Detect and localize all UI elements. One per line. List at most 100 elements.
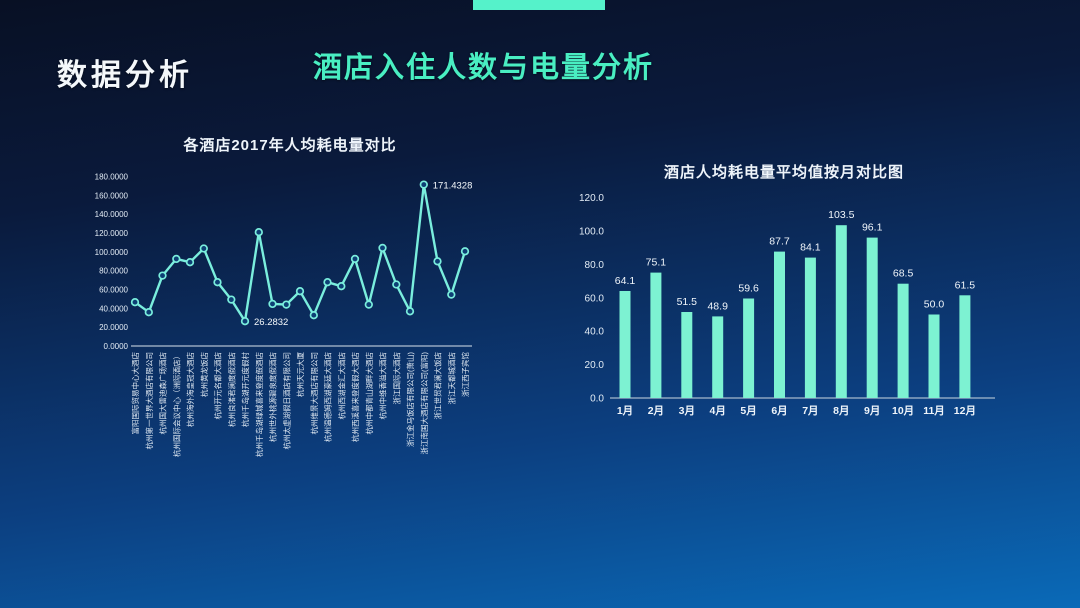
line-series <box>133 183 467 323</box>
bar-chart-title: 酒店人均耗电量平均值按月对比图 <box>663 164 904 181</box>
data-point-marker <box>144 308 153 317</box>
data-point-marker <box>158 271 167 280</box>
x-category-label: 4月 <box>710 405 726 417</box>
x-category-label: 杭州黄龙饭店 <box>199 352 209 397</box>
bar-value-label: 75.1 <box>646 257 667 269</box>
x-category-label: 富阳国际贸易中心大酒店 <box>130 352 140 435</box>
x-category-label: 杭州西溪喜来登度假大酒店 <box>350 352 360 442</box>
line-chart-title: 各酒店2017年人均耗电量对比 <box>183 137 397 154</box>
bar-value-label: 50.0 <box>924 299 945 311</box>
y-tick-label: 100.0 <box>579 227 604 238</box>
x-category-label: 杭州中都青山湖畔大酒店 <box>364 352 374 435</box>
x-category-label: 11月 <box>923 405 945 417</box>
line-chart: 180.0000 160.0000 140.0000 120.0000 100.0000… <box>95 173 473 458</box>
y-tick-label: 80.0 <box>585 260 605 271</box>
y-tick-label: 0.0000 <box>104 342 129 351</box>
data-point-marker <box>323 278 332 287</box>
y-tick-label: 80.0000 <box>99 267 128 276</box>
bar <box>866 237 878 398</box>
x-category-label: 9月 <box>864 405 880 417</box>
x-category-label: 7月 <box>802 405 818 417</box>
x-category-label: 杭州国大雷迪森广场酒店 <box>158 352 168 435</box>
bar <box>681 312 693 398</box>
data-point-marker <box>282 300 291 309</box>
y-tick-label: 20.0000 <box>99 323 128 332</box>
bar <box>774 251 785 398</box>
x-category-label: 杭州世外桃源碧泉度假酒店 <box>268 352 278 442</box>
bar <box>897 283 909 398</box>
x-category-label: 杭州天元大厦 <box>295 352 305 397</box>
y-tick-label: 180.0000 <box>95 173 129 182</box>
x-category-label: 5月 <box>740 405 756 417</box>
bar <box>619 291 631 398</box>
x-category-label: 杭州开元名都大酒店 <box>213 352 223 420</box>
data-point-marker <box>295 287 305 296</box>
x-category-label: 杭州西湖金汇大酒店 <box>336 352 346 420</box>
y-tick-label: 60.0000 <box>99 286 128 295</box>
bar <box>804 257 816 398</box>
data-point-marker <box>392 280 401 289</box>
bar-value-label: 51.5 <box>677 296 698 308</box>
x-category-label: 杭州太虚湖假日酒店有限公司 <box>281 352 291 450</box>
data-point-marker <box>447 290 456 299</box>
x-category-label: 浙江金马饭店有限公司(萧山) <box>405 352 415 447</box>
bar-value-label: 103.5 <box>828 209 854 221</box>
x-category-label: 杭州温德姆西湖豪廷大酒店 <box>323 352 333 442</box>
x-category-label: 杭州海外海皇冠大酒店 <box>185 352 195 427</box>
y-tick-label: 60.0 <box>585 293 605 304</box>
data-point-marker <box>405 307 415 316</box>
x-category-label: 8月 <box>833 405 849 417</box>
data-point-marker <box>460 247 470 256</box>
data-point-marker <box>337 282 346 291</box>
x-category-label: 浙江世贸君澜大饭店 <box>433 352 443 420</box>
bar <box>743 298 755 398</box>
y-tick-label: 0.0 <box>590 394 604 405</box>
data-point-marker <box>199 244 208 253</box>
y-tick-label: 140.0000 <box>95 210 129 219</box>
data-point-marker <box>419 180 428 189</box>
data-point-marker <box>268 299 277 309</box>
x-category-label: 浙江国际大酒店 <box>391 352 401 405</box>
x-category-label: 1月 <box>617 405 633 417</box>
x-category-label: 6月 <box>771 405 787 417</box>
data-point-marker <box>364 300 373 309</box>
data-point-label: 171.4328 <box>433 181 473 192</box>
bar-value-label: 61.5 <box>955 279 976 291</box>
bar-chart: 120.0 100.0 80.0 60.0 40.0 20.0 0.0 64.1 1月 75.1 2… <box>579 193 995 417</box>
y-tick-label: 160.0000 <box>95 191 129 200</box>
x-category-label: 杭州国际会议中心（洲际酒店） <box>171 352 181 457</box>
page-title: 酒店入住人数与电量分析 <box>313 52 655 84</box>
bar-value-label: 64.1 <box>615 275 636 287</box>
data-point-marker <box>254 228 263 237</box>
data-point-marker <box>185 258 195 267</box>
x-category-label: 2月 <box>648 405 664 417</box>
bar <box>835 225 847 398</box>
data-point-marker <box>378 243 387 253</box>
bar-value-label: 84.1 <box>800 242 821 254</box>
x-category-label: 12月 <box>954 405 976 417</box>
bar-value-label: 87.7 <box>769 236 790 248</box>
bar-value-label: 68.5 <box>893 268 914 280</box>
x-category-label: 杭州千岛湖开元度假村 <box>240 352 250 427</box>
data-point-marker <box>309 311 318 320</box>
data-point-label: 26.2832 <box>254 317 288 328</box>
y-tick-label: 100.0000 <box>95 248 129 257</box>
x-category-label: 浙江南国大酒店有限公司(富阳) <box>419 352 429 455</box>
x-category-label: 杭州千岛湖绿城喜来登度假酒店 <box>254 352 264 457</box>
x-category-label: 10月 <box>892 405 914 417</box>
data-point-marker <box>240 317 250 326</box>
data-point-marker <box>213 278 222 287</box>
bar <box>928 314 940 398</box>
section-title: 数据分析 <box>57 59 193 92</box>
bar-value-label: 48.9 <box>707 300 728 312</box>
x-category-label: 浙江西子宾馆 <box>460 352 470 397</box>
x-category-label: 浙江天都城酒店 <box>446 352 456 405</box>
bar <box>712 316 724 398</box>
data-point-marker <box>350 254 360 264</box>
bar-value-label: 59.6 <box>738 283 759 295</box>
bar <box>959 295 971 398</box>
y-tick-label: 40.0000 <box>99 304 128 313</box>
y-tick-label: 120.0 <box>579 193 604 204</box>
accent-bar <box>473 0 605 10</box>
